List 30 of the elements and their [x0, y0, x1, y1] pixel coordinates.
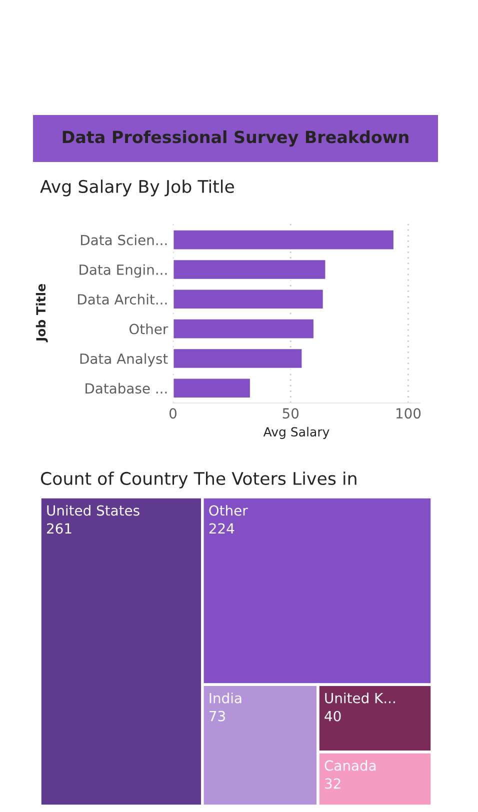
category-label: United K...: [325, 692, 395, 704]
category-label: Canada: [324, 760, 376, 771]
bar: [173, 377, 252, 399]
y-tick-label: Data Analyst: [80, 353, 168, 367]
y-tick-label: Data Engin...: [80, 264, 167, 278]
x-tick-label: 50: [282, 408, 299, 419]
y-tick-label: Database ...: [86, 382, 167, 394]
bar: [173, 318, 315, 340]
bar: [173, 229, 395, 251]
y-tick-label: Data Scien...: [81, 234, 167, 246]
y-tick-label: Other: [129, 324, 168, 334]
data-label: 73: [210, 710, 225, 722]
text: Count of Country The Voters Lives in: [40, 472, 356, 488]
category-label: India: [210, 692, 242, 704]
data-label: 32: [325, 778, 340, 789]
data-label: 224: [209, 523, 234, 534]
category-label: Other: [209, 505, 248, 516]
data-label: 261: [47, 523, 72, 534]
bar: [173, 288, 324, 310]
y-tick-label: Data Archit...: [78, 294, 167, 305]
x-tick-label: 0: [169, 408, 176, 419]
bar: [173, 258, 327, 280]
data-label: 40: [324, 710, 341, 722]
x-tick-label: 100: [396, 408, 421, 419]
category-label: United States: [47, 505, 140, 516]
text: Data Professional Survey Breakdown: [62, 130, 408, 147]
chart-title: Avg Salary By Job Title: [40, 180, 234, 196]
y-axis-title: Job Title: [36, 284, 48, 342]
x-axis-title: Avg Salary: [263, 426, 330, 439]
bar: [173, 348, 304, 370]
